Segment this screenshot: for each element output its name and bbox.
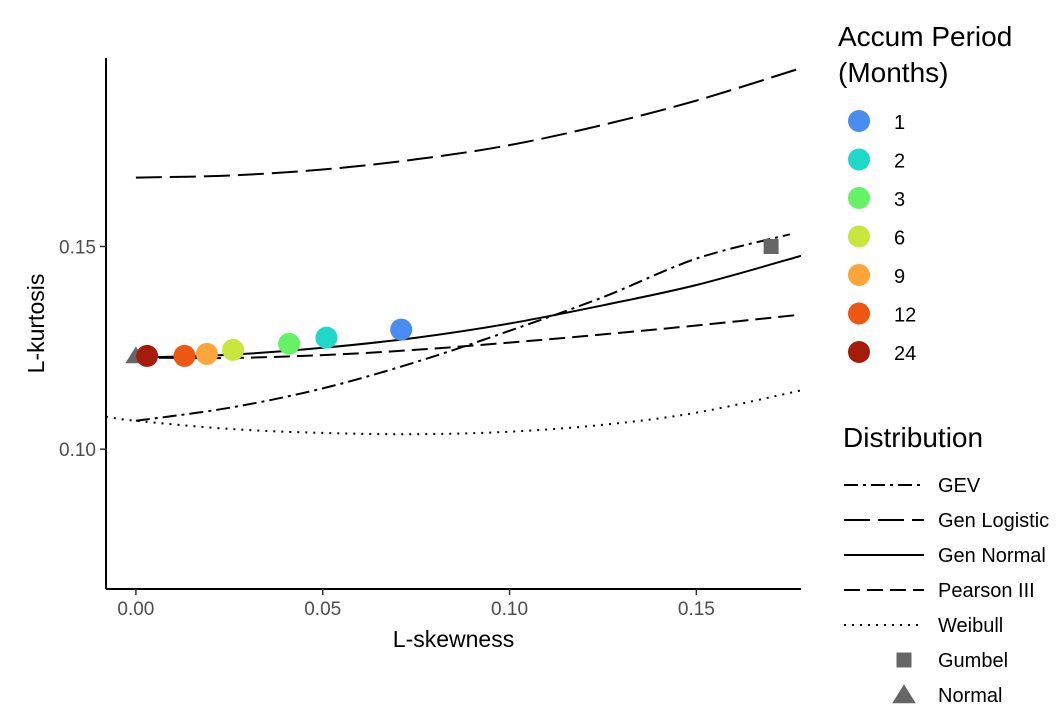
curve-gev [135,233,791,422]
legend-label: Normal [938,685,1002,705]
legend-label: 6 [894,228,905,250]
legend-label: GEV [938,475,981,497]
legend-label: 12 [894,305,916,327]
legend-label: Weibull [938,615,1003,637]
curve-gen-logistic [135,67,801,179]
y-tick-label: 0.10 [59,440,96,461]
y-axis-title: L-kurtosis [23,274,49,374]
x-tick-label: 0.10 [491,599,528,620]
legends: Accum Period(Months)123691224Distributio… [822,5,1060,705]
point-period-6 [222,338,245,361]
legend-swatch-period-12 [848,302,870,325]
point-period-3 [278,332,301,355]
x-axis-title: L-skewness [393,626,514,652]
x-tick-label: 0.05 [304,599,341,620]
axes: 0.00 0.05 0.10 0.15 0.10 0.15 L-skewness L-kurt… [23,58,801,652]
legend-swatch-period-1 [848,110,870,132]
legend-swatch-period-24 [848,341,870,363]
data-points [125,238,779,367]
legend-swatch-period-6 [848,225,870,248]
legend-label: 1 [894,112,905,134]
color-legend-title: Accum Period [838,21,1012,52]
legend-label: Gen Logistic [938,510,1049,532]
legend-label: Pearson III [938,580,1035,602]
x-tick-label: 0.00 [117,599,154,620]
legend-label: 2 [894,151,905,173]
point-period-9 [195,342,218,365]
legend-swatch-period-9 [848,264,870,286]
point-period-12 [173,344,196,367]
legend-swatch-period-2 [848,148,870,171]
marker-gumbel [763,238,779,254]
point-period-1 [390,318,413,341]
line-legend-title: Distribution [843,422,983,453]
legend-marker-gumbel [896,652,912,668]
legend-label: 9 [894,266,905,288]
y-tick-label: 0.15 [59,237,96,258]
legend-label: 3 [894,189,905,211]
legend-label: 24 [894,343,916,365]
legend-label: Gen Normal [938,545,1046,567]
color-legend-title: (Months) [838,57,948,88]
legend-marker-normal [892,684,916,704]
point-period-24 [136,344,159,367]
point-period-2 [315,326,338,349]
legend-swatch-period-3 [848,187,870,209]
x-tick-label: 0.15 [678,599,715,620]
legend-label: Gumbel [938,650,1008,672]
